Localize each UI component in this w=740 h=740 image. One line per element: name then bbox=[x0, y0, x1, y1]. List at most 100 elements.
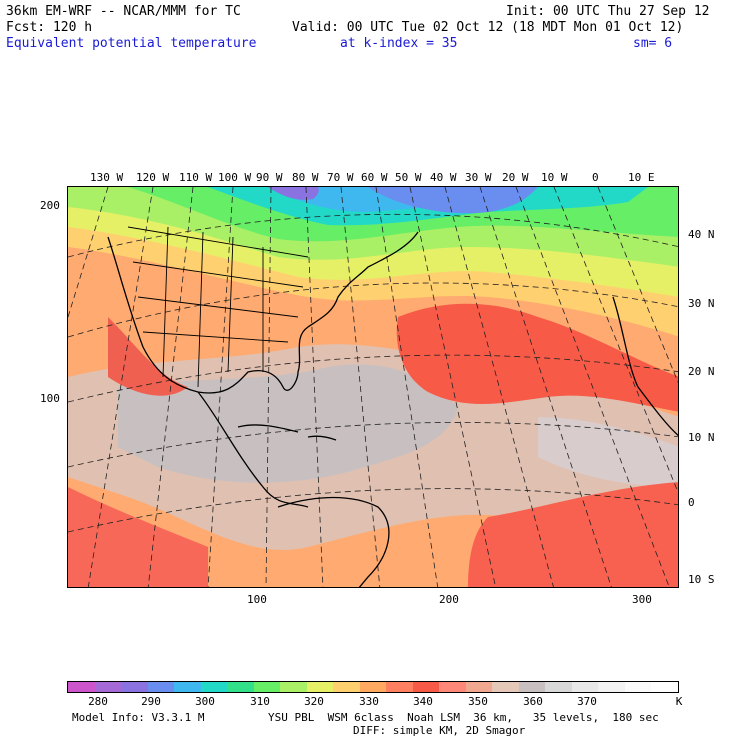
lon-line bbox=[515, 187, 670, 587]
colorbar-swatch bbox=[306, 682, 334, 692]
lon-label: 90 W bbox=[256, 171, 283, 184]
colorbar-swatch bbox=[651, 682, 678, 692]
caribbean-grey-region bbox=[118, 364, 458, 483]
south-america-coast bbox=[277, 496, 390, 587]
lon-label: 120 W bbox=[136, 171, 170, 184]
coastlines bbox=[107, 231, 678, 587]
lon-line bbox=[340, 187, 381, 587]
colorbar-swatch bbox=[386, 682, 413, 692]
state-line bbox=[132, 261, 304, 288]
colorbar-label: 300 bbox=[195, 695, 215, 708]
map-graphic bbox=[68, 187, 678, 587]
smoothing-info: sm= 6 bbox=[633, 36, 673, 51]
colorbar-label: 370 bbox=[577, 695, 597, 708]
lon-line bbox=[87, 187, 154, 587]
diffusion-info: DIFF: simple KM, 2D Smagor bbox=[353, 724, 526, 737]
colorbar-swatch bbox=[571, 682, 599, 692]
colorbar-label: 290 bbox=[141, 695, 161, 708]
physics-info: YSU PBL WSM 6class Noah LSM 36 km, 35 le… bbox=[268, 711, 659, 724]
colorbar-swatch bbox=[545, 682, 572, 692]
x-grid-tick: 200 bbox=[439, 593, 459, 606]
field-name: Equivalent potential temperature bbox=[6, 36, 257, 51]
lat-line-40n bbox=[68, 213, 678, 258]
lon-label: 130 W bbox=[90, 171, 124, 184]
lat-label: 0 bbox=[688, 496, 695, 509]
lon-label: 100 W bbox=[218, 171, 252, 184]
lon-line bbox=[305, 187, 324, 587]
pacific-warm bbox=[68, 487, 208, 587]
colorbar-label: 320 bbox=[304, 695, 324, 708]
colorbar-swatch bbox=[174, 682, 201, 692]
colorbar-swatch bbox=[147, 682, 175, 692]
colorbar-label: 330 bbox=[359, 695, 379, 708]
colorbar-label: 310 bbox=[250, 695, 270, 708]
lat-label: 40 N bbox=[688, 228, 715, 241]
africa-coast bbox=[612, 296, 678, 437]
colorbar-swatch bbox=[518, 682, 546, 692]
lon-label: 30 W bbox=[465, 171, 492, 184]
lon-label: 60 W bbox=[361, 171, 388, 184]
y-grid-tick: 100 bbox=[40, 392, 60, 405]
band-295 bbox=[368, 187, 538, 214]
colorbar-label: 360 bbox=[523, 695, 543, 708]
state-line bbox=[137, 296, 299, 318]
state-line bbox=[142, 331, 289, 343]
colorbar-swatch bbox=[439, 682, 466, 692]
lon-line bbox=[207, 187, 234, 587]
colorbar-swatch bbox=[121, 682, 148, 692]
lon-label: 50 W bbox=[395, 171, 422, 184]
colorbar-label: 350 bbox=[468, 695, 488, 708]
colorbar-swatch bbox=[280, 682, 307, 692]
colorbar-swatch bbox=[94, 682, 122, 692]
lon-label: 0 bbox=[592, 171, 599, 184]
state-boundaries bbox=[127, 226, 309, 388]
lat-label: 20 N bbox=[688, 365, 715, 378]
lon-line bbox=[597, 187, 678, 384]
theta-e-map bbox=[67, 186, 679, 588]
lon-line bbox=[68, 187, 109, 318]
x-grid-tick: 300 bbox=[632, 593, 652, 606]
model-info: Model Info: V3.3.1 M bbox=[72, 711, 205, 724]
colorbar-swatch bbox=[68, 682, 95, 692]
atlantic-grey-region bbox=[538, 417, 678, 487]
state-line bbox=[162, 226, 169, 378]
x-grid-tick: 100 bbox=[247, 593, 267, 606]
lon-label: 40 W bbox=[430, 171, 457, 184]
lat-line-20n bbox=[68, 354, 678, 403]
lon-label: 80 W bbox=[292, 171, 319, 184]
colorbar-swatch bbox=[492, 682, 519, 692]
colorbar-swatch bbox=[465, 682, 493, 692]
central-america-coast bbox=[197, 391, 309, 508]
colorbar-swatch bbox=[412, 682, 440, 692]
colorbar-swatch bbox=[253, 682, 281, 692]
lon-label: 70 W bbox=[327, 171, 354, 184]
colorbar-swatch bbox=[624, 682, 652, 692]
lat-label: 10 S bbox=[688, 573, 715, 586]
south-atlantic-warm bbox=[468, 482, 678, 587]
lon-label: 10 E bbox=[628, 171, 655, 184]
colorbar-swatch bbox=[333, 682, 360, 692]
lat-label: 10 N bbox=[688, 431, 715, 444]
lon-label: 20 W bbox=[502, 171, 529, 184]
lon-label: 110 W bbox=[179, 171, 213, 184]
forecast-hour: Fcst: 120 h bbox=[6, 20, 93, 35]
colorbar-units: K bbox=[675, 695, 683, 708]
model-title: 36km EM-WRF -- NCAR/MMM for TC bbox=[6, 4, 241, 19]
lon-line bbox=[375, 187, 439, 587]
level-info: at k-index = 35 bbox=[340, 36, 458, 51]
state-line bbox=[127, 226, 309, 258]
colorbar-label: 340 bbox=[413, 695, 433, 708]
graticule bbox=[68, 187, 678, 587]
lon-line bbox=[265, 187, 272, 587]
lon-line bbox=[147, 187, 194, 587]
lon-line bbox=[409, 187, 496, 587]
lat-label: 30 N bbox=[688, 297, 715, 310]
colorbar-swatch bbox=[359, 682, 387, 692]
hispaniola-outline bbox=[307, 435, 337, 441]
cuba-outline bbox=[237, 424, 299, 433]
state-line bbox=[227, 236, 234, 373]
lat-line-30n bbox=[68, 282, 678, 338]
mexico-warm bbox=[108, 317, 188, 396]
y-grid-tick: 200 bbox=[40, 199, 60, 212]
valid-time: Valid: 00 UTC Tue 02 Oct 12 (18 MDT Mon … bbox=[292, 20, 684, 35]
